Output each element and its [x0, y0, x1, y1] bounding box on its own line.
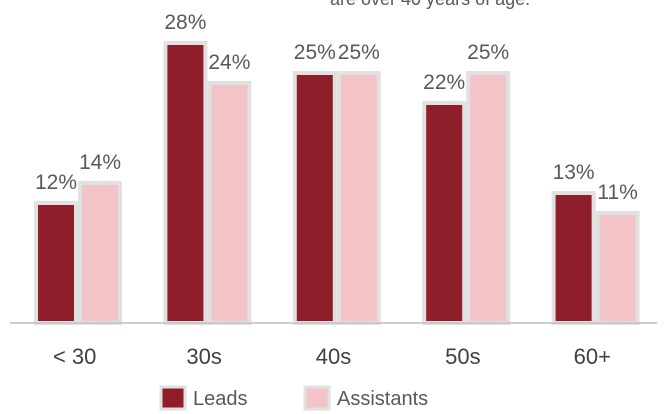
legend-label-assistants: Assistants	[337, 388, 428, 410]
data-label-leads-30s: 28%	[164, 11, 206, 34]
bar-leads-30	[34, 201, 78, 325]
bars-group: 12%14%28%24% 25% 25%22%25%13%11%	[34, 11, 640, 325]
bar-assistants-30s	[207, 81, 252, 325]
data-label-assistants-50s: 25%	[467, 41, 509, 64]
bar-assistants-40s	[336, 71, 381, 325]
data-label-assistants-30: 14%	[79, 151, 121, 174]
bar-leads-50s	[422, 101, 467, 325]
bar-assistants-30	[78, 181, 122, 325]
bar-leads-60	[551, 191, 596, 325]
data-label-assistants-30s: 24%	[208, 51, 250, 74]
data-label-leads-30: 12%	[35, 171, 77, 194]
data-label-assistants-60: 11%	[597, 181, 637, 204]
data-label-leads-50s: 22%	[423, 71, 465, 94]
bar-leads-30s	[163, 41, 208, 325]
tick-label-60: 60+	[574, 344, 611, 369]
bar-assistants-60	[595, 211, 640, 325]
bar-leads-40s	[292, 71, 337, 325]
tick-label-30: < 30	[53, 344, 96, 369]
cropped-header-text: are over 40 years of age.	[330, 0, 530, 9]
data-label-leads-60: 13%	[553, 161, 595, 184]
bar-assistants-50s	[466, 71, 511, 325]
tick-label-50s: 50s	[445, 344, 480, 369]
data-label-assistants-40s: 25%	[338, 41, 380, 64]
tick-label-30s: 30s	[186, 344, 221, 369]
legend: Leads Assistants	[159, 385, 428, 411]
legend-swatch-leads	[159, 385, 187, 411]
data-label-leads-40s: 25%	[294, 41, 336, 64]
legend-swatch-assistants	[303, 385, 331, 411]
legend-label-leads: Leads	[193, 388, 248, 410]
x-axis-tick-labels: < 30 30s 40s 50s 60+	[53, 344, 611, 369]
tick-label-40s: 40s	[316, 344, 351, 369]
